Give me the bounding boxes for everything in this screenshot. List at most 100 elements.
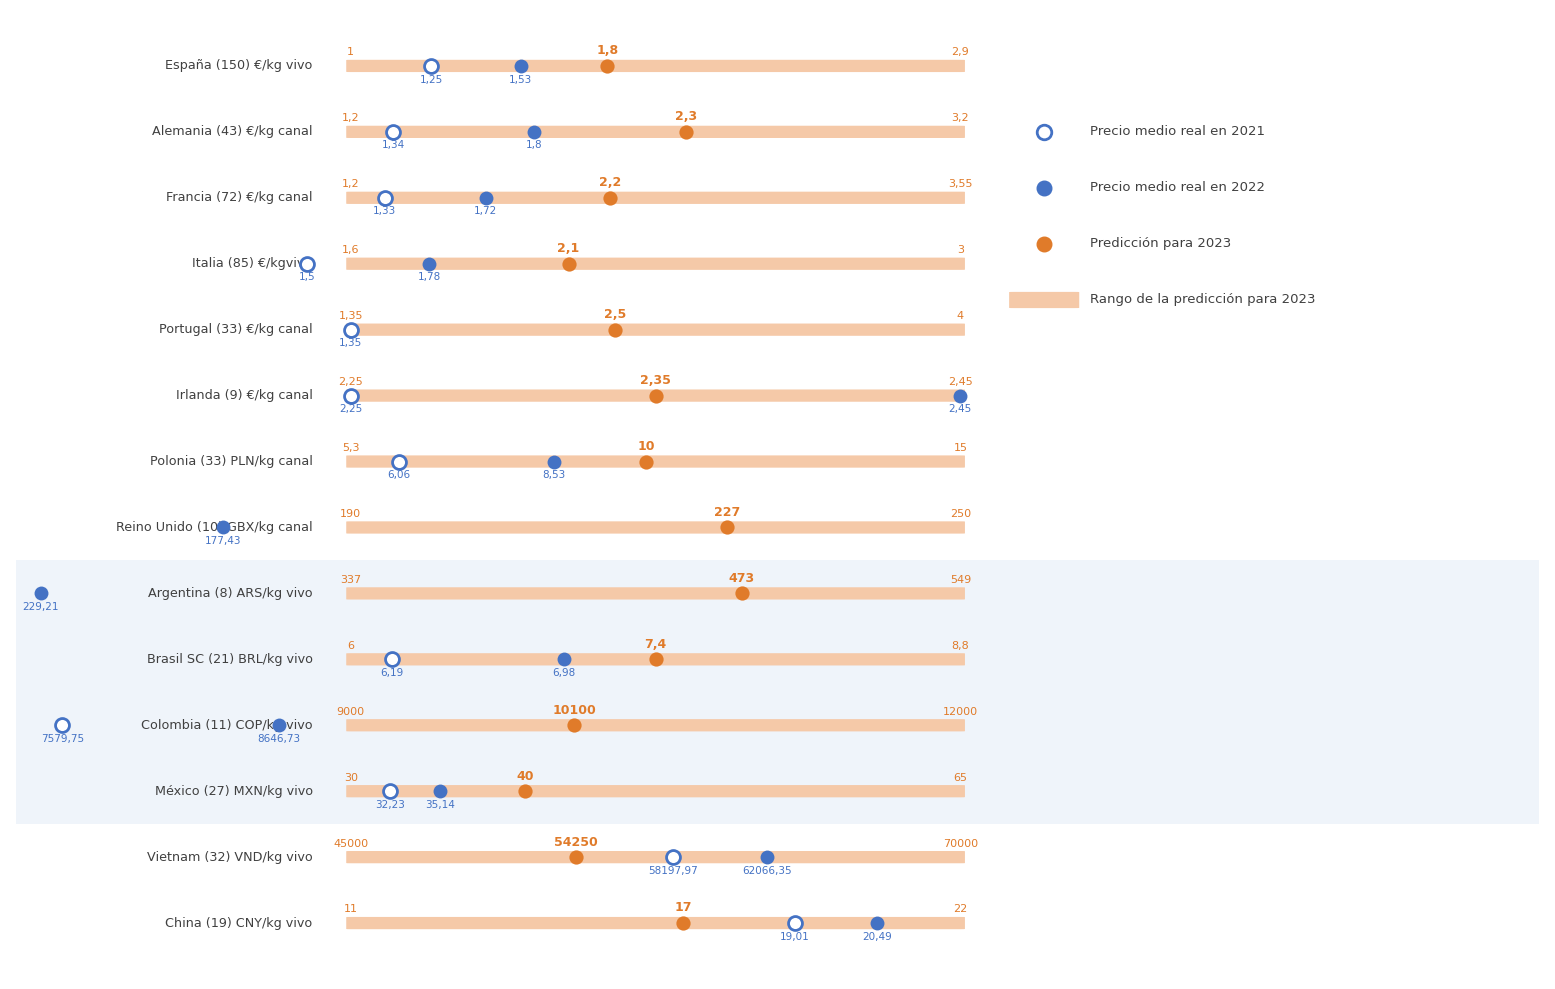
Text: 190: 190 (341, 509, 361, 519)
Text: Predicción para 2023: Predicción para 2023 (1090, 237, 1232, 250)
FancyBboxPatch shape (347, 126, 966, 138)
Text: 35,14: 35,14 (426, 800, 456, 810)
Text: 1,53: 1,53 (508, 74, 532, 84)
Point (28, 585, 53, 601)
Text: 12000: 12000 (942, 707, 978, 717)
Text: 2,5: 2,5 (605, 309, 627, 321)
Text: 1,2: 1,2 (342, 114, 359, 124)
Text: 40: 40 (516, 769, 533, 782)
Text: 549: 549 (950, 575, 970, 584)
Text: 7,4: 7,4 (644, 638, 667, 651)
Text: 337: 337 (341, 575, 361, 584)
Text: 62066,35: 62066,35 (742, 865, 791, 875)
FancyBboxPatch shape (347, 323, 966, 336)
Point (673, 124, 698, 139)
Text: 8,53: 8,53 (543, 470, 566, 480)
FancyBboxPatch shape (347, 257, 966, 270)
Point (644, 388, 669, 404)
Text: Precio medio real en 2021: Precio medio real en 2021 (1090, 126, 1264, 138)
Text: Precio medio real en 2022: Precio medio real en 2022 (1090, 181, 1264, 195)
Point (372, 190, 397, 206)
Text: 1: 1 (347, 47, 355, 57)
Point (378, 783, 403, 799)
Text: 10100: 10100 (552, 704, 596, 717)
Text: 2,25: 2,25 (339, 377, 364, 387)
Text: 2,2: 2,2 (599, 176, 622, 189)
Point (473, 190, 498, 206)
Text: 70000: 70000 (942, 839, 978, 849)
Text: 1,35: 1,35 (339, 312, 362, 321)
Text: 229,21: 229,21 (23, 602, 59, 612)
Text: 5,3: 5,3 (342, 443, 359, 453)
Text: 1,35: 1,35 (339, 338, 362, 348)
Point (603, 321, 628, 337)
Point (1033, 124, 1057, 139)
Point (339, 388, 364, 404)
Point (754, 850, 779, 865)
Text: Irlanda (9) €/kg canal: Irlanda (9) €/kg canal (176, 389, 313, 403)
Text: 17: 17 (675, 902, 692, 915)
Point (417, 256, 442, 272)
Point (670, 915, 695, 931)
Point (295, 256, 320, 272)
Text: 2,45: 2,45 (949, 377, 973, 387)
Text: 4: 4 (956, 312, 964, 321)
Point (210, 519, 235, 535)
Text: 6,98: 6,98 (552, 668, 575, 677)
Point (508, 58, 533, 74)
FancyBboxPatch shape (347, 455, 966, 468)
Text: 250: 250 (950, 509, 970, 519)
Text: 9000: 9000 (337, 707, 365, 717)
Point (596, 58, 620, 74)
Text: 58197,97: 58197,97 (648, 865, 698, 875)
FancyBboxPatch shape (347, 719, 966, 732)
Text: 2,25: 2,25 (339, 405, 362, 414)
Text: Vietnam (32) VND/kg vivo: Vietnam (32) VND/kg vivo (148, 851, 313, 863)
Text: 1,34: 1,34 (383, 140, 406, 150)
FancyBboxPatch shape (16, 561, 1539, 626)
Point (521, 124, 546, 139)
Text: Argentina (8) ARS/kg vivo: Argentina (8) ARS/kg vivo (148, 586, 313, 600)
Text: 19,01: 19,01 (779, 932, 810, 942)
Text: 177,43: 177,43 (205, 536, 241, 546)
Point (564, 850, 589, 865)
Point (552, 652, 577, 668)
Text: 1,8: 1,8 (526, 140, 543, 150)
Point (1033, 236, 1057, 252)
Point (865, 915, 889, 931)
Text: México (27) MXN/kg vivo: México (27) MXN/kg vivo (154, 784, 313, 798)
Text: 65: 65 (953, 772, 967, 782)
Text: Brasil SC (21) BRL/kg vivo: Brasil SC (21) BRL/kg vivo (146, 653, 313, 666)
Text: Alemania (43) €/kg canal: Alemania (43) €/kg canal (152, 126, 313, 138)
Text: 3: 3 (956, 245, 964, 255)
FancyBboxPatch shape (347, 192, 966, 204)
FancyBboxPatch shape (347, 917, 966, 930)
Text: 6: 6 (347, 641, 355, 651)
Text: Reino Unido (10) GBX/kg canal: Reino Unido (10) GBX/kg canal (117, 521, 313, 534)
Point (386, 454, 411, 470)
Text: 3,55: 3,55 (949, 179, 972, 189)
Text: 2,45: 2,45 (949, 405, 972, 414)
Text: 1,78: 1,78 (418, 272, 440, 282)
Text: Italia (85) €/kgvivo: Italia (85) €/kgvivo (193, 257, 313, 270)
Text: 1,2: 1,2 (342, 179, 359, 189)
Text: 1,25: 1,25 (420, 74, 443, 84)
Text: 2,1: 2,1 (557, 242, 580, 255)
Point (428, 783, 453, 799)
Text: 2,35: 2,35 (641, 374, 672, 387)
FancyBboxPatch shape (347, 785, 966, 797)
Text: 1,6: 1,6 (342, 245, 359, 255)
Point (379, 652, 404, 668)
Point (634, 454, 659, 470)
Text: 54250: 54250 (555, 836, 599, 849)
FancyBboxPatch shape (347, 851, 966, 863)
Text: 45000: 45000 (333, 839, 369, 849)
Text: 15: 15 (953, 443, 967, 453)
Text: 6,19: 6,19 (381, 668, 404, 677)
FancyBboxPatch shape (16, 692, 1539, 759)
Text: 8,8: 8,8 (952, 641, 969, 651)
Text: 8646,73: 8646,73 (258, 734, 300, 744)
FancyBboxPatch shape (347, 59, 966, 72)
Point (541, 454, 566, 470)
Text: 30: 30 (344, 772, 358, 782)
